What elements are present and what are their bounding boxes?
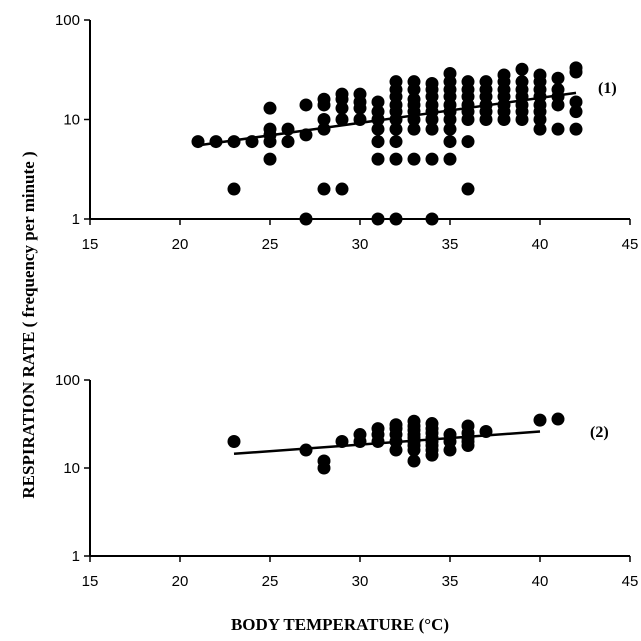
- panel-label: (1): [598, 80, 617, 97]
- data-point: [533, 68, 547, 82]
- data-point: [551, 83, 565, 97]
- data-point: [497, 68, 511, 82]
- data-point: [389, 122, 403, 136]
- data-point: [407, 454, 421, 468]
- data-point: [389, 75, 403, 89]
- data-point: [461, 419, 475, 433]
- data-point: [227, 435, 241, 449]
- data-point: [191, 135, 205, 149]
- data-point: [263, 152, 277, 166]
- data-point: [407, 152, 421, 166]
- data-point: [443, 66, 457, 80]
- x-tick-label: 30: [352, 573, 369, 590]
- x-tick-label: 40: [532, 573, 549, 590]
- x-tick-label: 45: [622, 236, 639, 253]
- data-point: [425, 152, 439, 166]
- data-point: [569, 105, 583, 119]
- data-point: [317, 92, 331, 106]
- data-point: [335, 101, 349, 115]
- data-point: [299, 443, 313, 457]
- data-point: [317, 122, 331, 136]
- trend-line: [233, 430, 541, 456]
- data-point: [299, 212, 313, 226]
- data-point: [407, 122, 421, 136]
- data-point: [281, 135, 295, 149]
- y-tick-label: 10: [63, 460, 80, 477]
- x-tick-label: 20: [172, 573, 189, 590]
- data-point: [371, 122, 385, 136]
- data-point: [389, 418, 403, 432]
- data-point: [353, 428, 367, 442]
- x-tick-label: 30: [352, 236, 369, 253]
- data-point: [569, 122, 583, 136]
- data-point: [371, 422, 385, 436]
- x-tick-label: 35: [442, 573, 459, 590]
- data-point: [209, 135, 223, 149]
- data-point: [353, 87, 367, 101]
- data-point: [335, 87, 349, 101]
- data-point: [317, 182, 331, 196]
- data-point: [425, 212, 439, 226]
- data-point: [371, 212, 385, 226]
- data-point: [425, 77, 439, 91]
- data-point: [533, 413, 547, 427]
- data-point: [461, 182, 475, 196]
- data-point: [371, 135, 385, 149]
- data-point: [425, 122, 439, 136]
- y-tick-label: 1: [72, 548, 80, 565]
- x-tick-label: 25: [262, 573, 279, 590]
- data-point: [551, 412, 565, 426]
- data-point: [389, 152, 403, 166]
- data-point: [263, 101, 277, 115]
- data-point: [443, 122, 457, 136]
- data-point: [371, 152, 385, 166]
- x-axis-title: BODY TEMPERATURE (°C): [231, 615, 449, 634]
- y-tick-label: 100: [55, 372, 80, 389]
- data-point: [317, 461, 331, 475]
- x-tick-label: 15: [82, 236, 99, 253]
- data-point: [407, 414, 421, 428]
- x-tick-label: 35: [442, 236, 459, 253]
- data-point: [317, 113, 331, 126]
- data-point: [569, 95, 583, 109]
- data-point: [407, 75, 421, 89]
- data-point: [407, 92, 421, 106]
- chart-panel-2: 15 20 25 30 35 40 45 1 10 100 (2): [55, 372, 638, 590]
- data-point: [389, 212, 403, 226]
- x-tick-label: 15: [82, 573, 99, 590]
- x-tick-label: 45: [622, 573, 639, 590]
- y-axis-title: RESPIRATION RATE ( frequency per minute …: [19, 151, 38, 498]
- data-point: [335, 113, 349, 126]
- data-point: [461, 75, 475, 89]
- data-point: [551, 71, 565, 85]
- data-point: [335, 182, 349, 196]
- data-point: [551, 122, 565, 136]
- x-tick-label: 20: [172, 236, 189, 253]
- data-point: [263, 122, 277, 136]
- trend-line: [197, 91, 577, 147]
- data-point: [479, 75, 493, 89]
- data-point: [425, 417, 439, 431]
- data-point: [443, 152, 457, 166]
- chart-panel-1: 15 20 25 30 35 40 45 1 10 100 (1): [55, 12, 638, 253]
- data-point: [299, 98, 313, 112]
- data-point: [371, 95, 385, 109]
- x-tick-label: 40: [532, 236, 549, 253]
- y-tick-label: 1: [72, 211, 80, 228]
- data-point: [227, 182, 241, 196]
- panel-label: (2): [590, 424, 609, 441]
- data-point: [461, 135, 475, 149]
- x-tick-label: 25: [262, 236, 279, 253]
- y-tick-label: 10: [63, 112, 80, 129]
- y-tick-label: 100: [55, 12, 80, 29]
- data-point: [443, 135, 457, 149]
- data-point: [515, 75, 529, 89]
- data-point: [569, 61, 583, 75]
- data-point: [389, 135, 403, 149]
- data-point: [533, 122, 547, 136]
- data-point: [371, 105, 385, 119]
- data-point: [515, 62, 529, 76]
